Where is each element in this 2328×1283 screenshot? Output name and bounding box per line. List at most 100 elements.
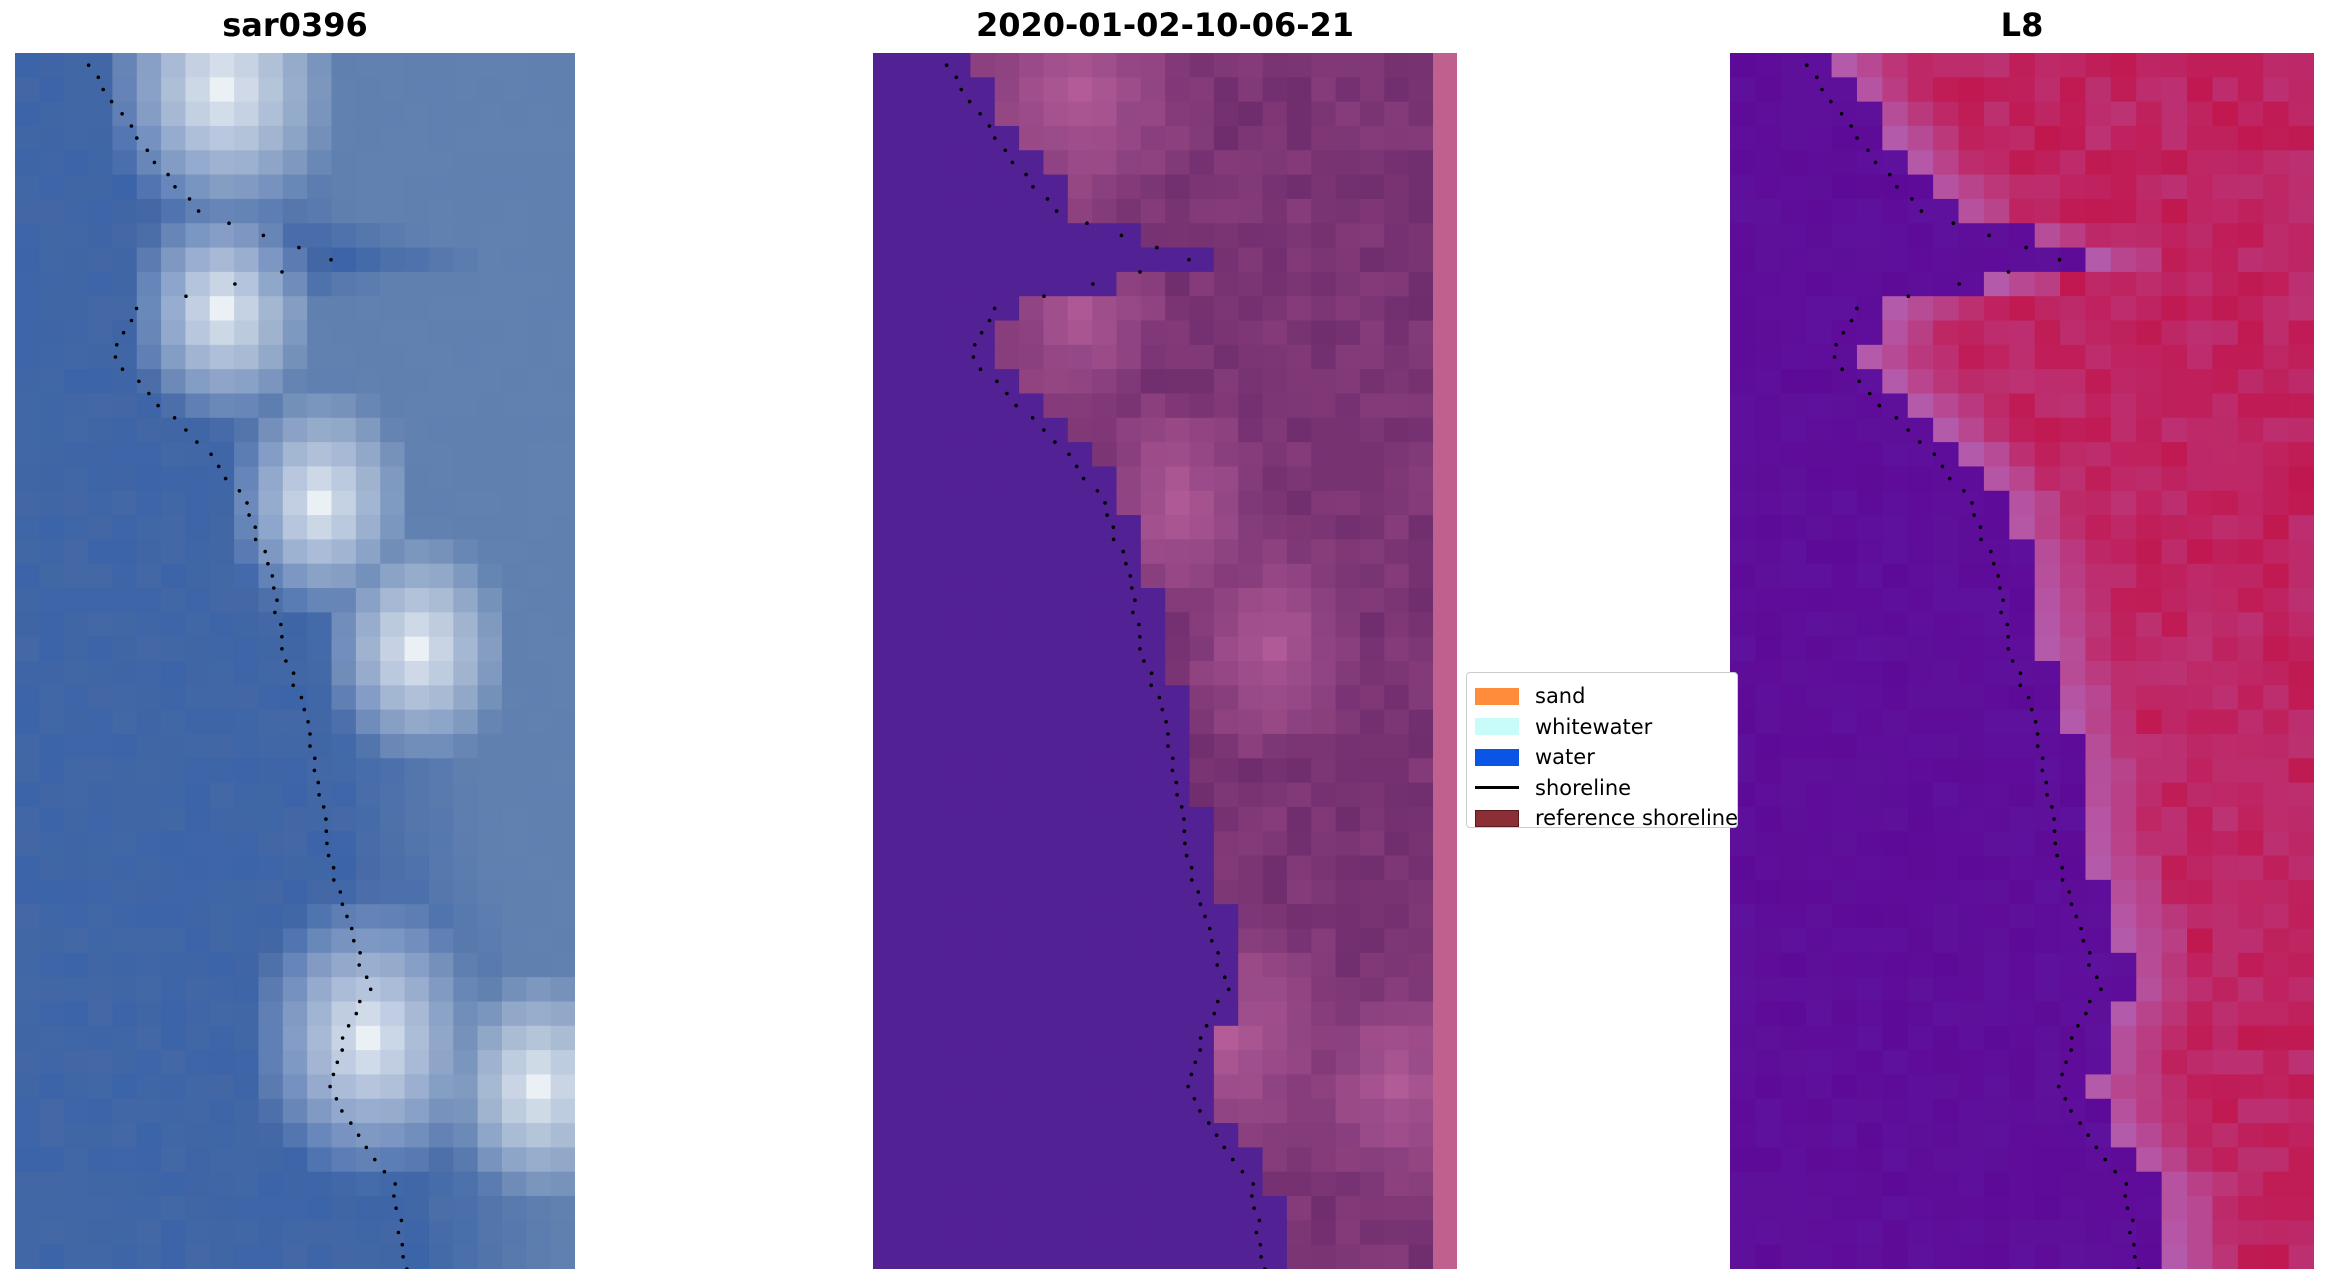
pixel [873, 223, 898, 249]
pixel [161, 758, 187, 784]
pixel [1806, 1123, 1833, 1148]
pixel [1384, 855, 1410, 881]
pixel [2288, 125, 2314, 151]
pixel [477, 271, 503, 297]
pixel [1408, 442, 1433, 468]
pixel [2009, 417, 2036, 443]
pixel [209, 369, 235, 395]
shoreline-point [120, 367, 125, 372]
pixel [1408, 758, 1433, 784]
pixel [921, 1025, 947, 1051]
pixel [1311, 977, 1337, 1003]
pixel [209, 393, 235, 419]
pixel [550, 198, 575, 224]
pixel [2085, 806, 2112, 832]
pixel [2034, 1196, 2061, 1221]
pixel [1882, 1244, 1909, 1269]
pixel [1882, 977, 1909, 1003]
pixel [2136, 952, 2163, 978]
shoreline-point [266, 561, 270, 566]
pixel [63, 904, 89, 930]
pixel [1359, 733, 1385, 759]
pixel [112, 1244, 138, 1269]
pixel [1262, 247, 1288, 273]
pixel [1238, 369, 1264, 395]
pixel [994, 685, 1020, 711]
pixel [2237, 271, 2264, 297]
pixel [2060, 442, 2087, 468]
pixel [112, 223, 138, 249]
pixel [1983, 1244, 2010, 1269]
pixel [526, 223, 552, 249]
shoreline-point [1081, 476, 1086, 481]
pixel [428, 904, 454, 930]
pixel [209, 1147, 235, 1173]
pixel [63, 1244, 89, 1269]
pixel [136, 247, 162, 273]
pixel [1806, 1244, 1833, 1269]
pixel [1780, 1074, 1807, 1100]
pixel [2110, 928, 2137, 954]
pixel [501, 417, 527, 443]
pixel [1958, 442, 1985, 468]
pixel [1780, 977, 1807, 1003]
shoreline-point [2125, 1206, 2130, 1210]
pixel [161, 247, 187, 273]
pixel [1806, 150, 1833, 176]
pixel [873, 150, 898, 176]
pixel [2085, 661, 2112, 686]
shoreline-point [109, 99, 114, 104]
pixel [307, 101, 333, 127]
pixel [2263, 101, 2290, 127]
pixel [526, 612, 552, 638]
pixel [1408, 393, 1433, 419]
pixel [2161, 466, 2188, 492]
pixel [1958, 1025, 1985, 1051]
pixel [1262, 101, 1288, 127]
pixel [2237, 247, 2264, 273]
pixel [1856, 1220, 1883, 1246]
pixel [2212, 879, 2239, 905]
pixel [2187, 198, 2214, 224]
pixel [1140, 709, 1166, 735]
pixel [1043, 1171, 1069, 1197]
pixel [1384, 928, 1410, 954]
pixel [209, 977, 235, 1003]
shoreline-point [2052, 817, 2056, 821]
pixel [404, 661, 430, 686]
pixel [1043, 831, 1069, 857]
pixel [331, 952, 357, 978]
pixel [1730, 1074, 1756, 1100]
pixel [501, 977, 527, 1003]
pixel [331, 612, 357, 638]
pixel [1311, 904, 1337, 930]
pixel [526, 515, 552, 540]
pixel [1213, 758, 1239, 784]
pixel [88, 393, 113, 419]
pixel [2187, 1074, 2214, 1100]
pixel [946, 636, 971, 662]
pixel [946, 223, 971, 249]
pixel [1311, 174, 1337, 200]
pixel [1856, 977, 1883, 1003]
pixel [282, 782, 308, 808]
pixel [1043, 952, 1069, 978]
pixel [185, 296, 211, 322]
pixel [2110, 150, 2137, 176]
pixel [2212, 952, 2239, 978]
pixel [921, 1244, 947, 1269]
pixel [501, 1074, 527, 1100]
pixel [2136, 1171, 2163, 1197]
pixel [897, 1196, 923, 1221]
pixel [234, 977, 260, 1003]
pixel [282, 758, 308, 784]
pixel [1780, 879, 1807, 905]
pixel [1384, 198, 1410, 224]
pixel [994, 417, 1020, 443]
pixel [136, 612, 162, 638]
pixel [1189, 563, 1215, 589]
pixel [1262, 393, 1288, 419]
pixel [501, 733, 527, 759]
pixel [477, 369, 503, 395]
pixel [873, 1147, 898, 1173]
